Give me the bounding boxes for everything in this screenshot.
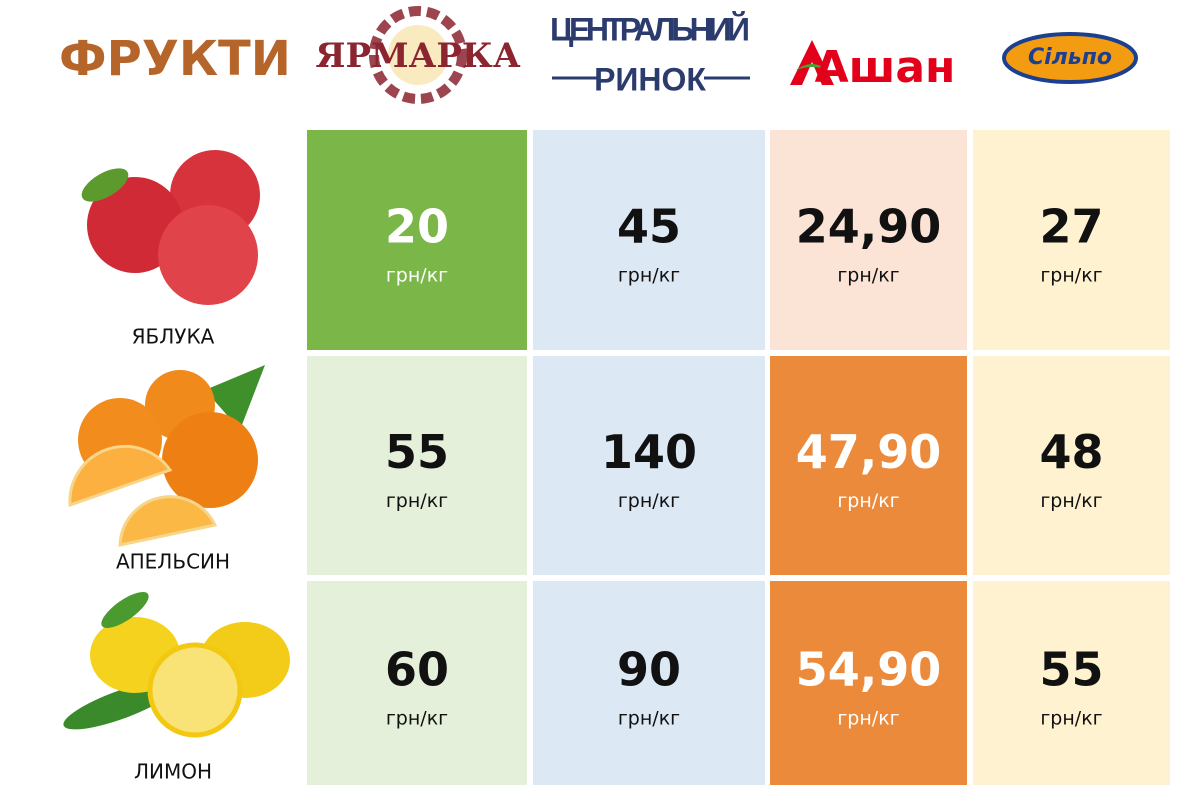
price: 60 — [385, 643, 449, 697]
price-cell — [307, 356, 527, 575]
store-name: ЯРМАРКА — [315, 36, 520, 76]
unit: грн/кг — [1040, 490, 1102, 512]
price-cell — [533, 581, 765, 785]
logo-central: ЦЕНТРАЛЬНИЙ РИНОК — [550, 11, 750, 97]
store-name: ЦЕНТРАЛЬНИЙ — [550, 11, 750, 47]
unit: грн/кг — [386, 490, 448, 512]
unit: грн/кг — [1040, 265, 1102, 287]
price-cell — [307, 581, 527, 785]
logo-silpo: Сільпо — [1002, 32, 1138, 84]
fruit-label: АПЕЛЬСИН — [116, 550, 230, 574]
unit: грн/кг — [1040, 708, 1102, 730]
unit: грн/кг — [618, 265, 680, 287]
fruit-label: ЛИМОН — [134, 760, 212, 784]
price-cell — [770, 581, 967, 785]
price: 55 — [1039, 643, 1103, 697]
lemon-image — [63, 591, 290, 738]
logo-yarmarka: ЯРМАРКА — [315, 6, 521, 104]
price: 55 — [385, 425, 449, 479]
price-cell — [770, 130, 967, 350]
store-name: Сільпо — [1028, 45, 1112, 70]
store-subname: РИНОК — [594, 61, 706, 97]
unit: грн/кг — [837, 490, 899, 512]
unit: грн/кг — [618, 490, 680, 512]
price: 54,90 — [796, 643, 942, 697]
unit: грн/кг — [837, 265, 899, 287]
unit: грн/кг — [386, 265, 448, 287]
price-table: ЯБЛУКА 20 грн/кг 45 грн/кг 24,90 грн/кг 27 грн/к… — [116, 130, 1170, 785]
price: 27 — [1039, 200, 1103, 254]
unit: грн/кг — [837, 708, 899, 730]
price: 24,90 — [796, 200, 942, 254]
price: 140 — [601, 425, 697, 479]
price-cell — [973, 581, 1170, 785]
price-cell — [973, 356, 1170, 575]
logo-auchan: Ашан — [790, 40, 955, 93]
price: 45 — [617, 200, 681, 254]
price-cell — [973, 130, 1170, 350]
unit: грн/кг — [386, 708, 448, 730]
price-cell — [533, 356, 765, 575]
price-cell — [770, 356, 967, 575]
title: ФРУКТИ — [59, 31, 291, 87]
apple-image — [81, 150, 260, 305]
price: 90 — [617, 643, 681, 697]
orange-image — [68, 365, 265, 547]
price: 48 — [1039, 425, 1103, 479]
unit: грн/кг — [618, 708, 680, 730]
price-cell — [533, 130, 765, 350]
price: 20 — [385, 200, 449, 254]
fruit-label: ЯБЛУКА — [132, 325, 215, 349]
price: 47,90 — [796, 425, 942, 479]
price-cell — [307, 130, 527, 350]
store-name: Ашан — [815, 42, 956, 93]
